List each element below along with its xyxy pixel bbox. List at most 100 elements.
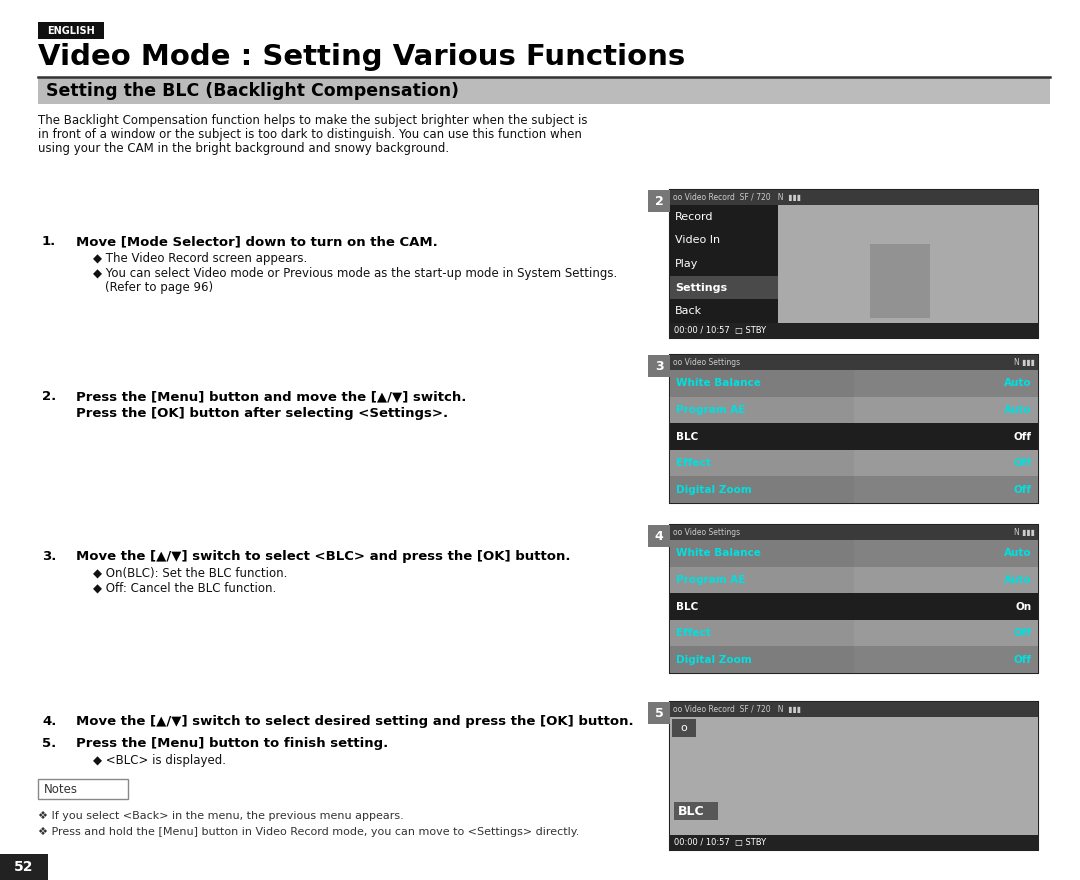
- Text: 5: 5: [654, 707, 663, 720]
- Bar: [670, 647, 1038, 673]
- Text: oo Video Settings: oo Video Settings: [673, 528, 740, 537]
- Text: Move the [▲/▼] switch to select desired setting and press the [OK] button.: Move the [▲/▼] switch to select desired …: [76, 715, 634, 728]
- Text: Off: Off: [1014, 485, 1032, 495]
- Bar: [854, 540, 1038, 673]
- Bar: [670, 540, 1038, 673]
- Bar: [670, 229, 778, 253]
- Bar: [778, 205, 1038, 338]
- Text: oo Video Record  SF / 720   N  ▮▮▮: oo Video Record SF / 720 N ▮▮▮: [673, 705, 801, 714]
- Bar: [670, 450, 1038, 476]
- Text: Settings: Settings: [675, 282, 727, 292]
- Text: N ▮▮▮: N ▮▮▮: [1014, 358, 1035, 367]
- Bar: [0, 854, 48, 880]
- Text: BLC: BLC: [676, 431, 699, 442]
- Text: Digital Zoom: Digital Zoom: [676, 485, 752, 495]
- Bar: [648, 525, 670, 547]
- Bar: [670, 397, 1038, 423]
- Text: Auto: Auto: [1004, 405, 1032, 414]
- Bar: [38, 78, 1050, 104]
- Text: BLC: BLC: [676, 602, 699, 612]
- Bar: [854, 370, 1038, 503]
- Text: ◆ On(BLC): Set the BLC function.: ◆ On(BLC): Set the BLC function.: [93, 567, 287, 580]
- Text: 2: 2: [654, 194, 663, 208]
- Text: Video In: Video In: [675, 235, 720, 246]
- Bar: [38, 22, 104, 39]
- Text: Off: Off: [1014, 458, 1032, 468]
- Bar: [38, 779, 129, 799]
- Bar: [670, 323, 1038, 338]
- Bar: [670, 525, 1038, 673]
- Bar: [670, 190, 1038, 338]
- Text: Record: Record: [675, 212, 714, 222]
- Text: Effect: Effect: [676, 458, 711, 468]
- Bar: [670, 525, 1038, 540]
- Text: 00:00 / 10:57  □ STBY: 00:00 / 10:57 □ STBY: [674, 326, 766, 335]
- Text: ◆ The Video Record screen appears.: ◆ The Video Record screen appears.: [93, 252, 307, 265]
- Text: Off: Off: [1014, 655, 1032, 664]
- Text: On: On: [1016, 602, 1032, 612]
- Text: Press the [Menu] button and move the [▲/▼] switch.: Press the [Menu] button and move the [▲/…: [76, 390, 467, 403]
- Bar: [670, 835, 1038, 850]
- Bar: [670, 717, 1038, 850]
- Text: ❖ Press and hold the [Menu] button in Video Record mode, you can move to <Settin: ❖ Press and hold the [Menu] button in Vi…: [38, 827, 579, 837]
- Text: Notes: Notes: [44, 782, 78, 796]
- Text: ◆ <BLC> is displayed.: ◆ <BLC> is displayed.: [93, 754, 226, 767]
- Text: 52: 52: [14, 860, 33, 874]
- Text: Back: Back: [675, 306, 702, 316]
- Text: o: o: [680, 723, 687, 733]
- Text: Auto: Auto: [1004, 378, 1032, 388]
- Bar: [670, 423, 1038, 450]
- Text: Setting the BLC (Backlight Compensation): Setting the BLC (Backlight Compensation): [46, 82, 459, 100]
- Bar: [648, 190, 670, 212]
- Text: Off: Off: [1014, 431, 1032, 442]
- Bar: [670, 253, 778, 275]
- Text: Move the [▲/▼] switch to select <BLC> and press the [OK] button.: Move the [▲/▼] switch to select <BLC> an…: [76, 550, 570, 563]
- Text: Off: Off: [1014, 628, 1032, 638]
- Bar: [870, 244, 930, 318]
- Text: 5.: 5.: [42, 737, 56, 750]
- Text: Auto: Auto: [1004, 548, 1032, 558]
- Text: The Backlight Compensation function helps to make the subject brighter when the : The Backlight Compensation function help…: [38, 114, 588, 127]
- Text: White Balance: White Balance: [676, 548, 761, 558]
- Text: oo Video Record  SF / 720   N  ▮▮▮: oo Video Record SF / 720 N ▮▮▮: [673, 193, 801, 202]
- Text: Digital Zoom: Digital Zoom: [676, 655, 752, 664]
- Text: N ▮▮▮: N ▮▮▮: [1014, 528, 1035, 537]
- Bar: [670, 540, 1038, 567]
- Text: in front of a window or the subject is too dark to distinguish. You can use this: in front of a window or the subject is t…: [38, 128, 582, 141]
- Bar: [670, 593, 1038, 620]
- Bar: [670, 620, 1038, 647]
- Text: 00:00 / 10:57  □ STBY: 00:00 / 10:57 □ STBY: [674, 838, 766, 847]
- Text: BLC: BLC: [678, 804, 704, 818]
- Bar: [670, 190, 1038, 205]
- Text: 3: 3: [654, 360, 663, 372]
- Text: 4.: 4.: [42, 715, 56, 728]
- Text: 1.: 1.: [42, 235, 56, 248]
- Bar: [672, 719, 696, 737]
- Text: Program AE: Program AE: [676, 575, 745, 585]
- Text: Video Mode : Setting Various Functions: Video Mode : Setting Various Functions: [38, 43, 685, 71]
- Text: Effect: Effect: [676, 628, 711, 638]
- Bar: [670, 275, 778, 299]
- Text: Move [Mode Selector] down to turn on the CAM.: Move [Mode Selector] down to turn on the…: [76, 235, 437, 248]
- Text: ◆ You can select Video mode or Previous mode as the start-up mode in System Sett: ◆ You can select Video mode or Previous …: [93, 267, 618, 280]
- Text: oo Video Settings: oo Video Settings: [673, 358, 740, 367]
- Text: 2.: 2.: [42, 390, 56, 403]
- Text: ❖ If you select <Back> in the menu, the previous menu appears.: ❖ If you select <Back> in the menu, the …: [38, 811, 404, 821]
- Bar: [670, 702, 1038, 850]
- Bar: [670, 370, 1038, 397]
- Bar: [670, 355, 1038, 370]
- Bar: [648, 702, 670, 724]
- Bar: [670, 370, 1038, 503]
- Bar: [670, 205, 778, 229]
- Text: White Balance: White Balance: [676, 378, 761, 388]
- Text: using your the CAM in the bright background and snowy background.: using your the CAM in the bright backgro…: [38, 142, 449, 155]
- Text: ◆ Off: Cancel the BLC function.: ◆ Off: Cancel the BLC function.: [93, 582, 276, 595]
- Bar: [670, 299, 778, 323]
- Text: Press the [OK] button after selecting <Settings>.: Press the [OK] button after selecting <S…: [76, 407, 448, 420]
- Text: ENGLISH: ENGLISH: [48, 26, 95, 35]
- Bar: [670, 567, 1038, 593]
- Text: Play: Play: [675, 259, 699, 269]
- Text: Program AE: Program AE: [676, 405, 745, 414]
- Bar: [670, 476, 1038, 503]
- Bar: [648, 355, 670, 377]
